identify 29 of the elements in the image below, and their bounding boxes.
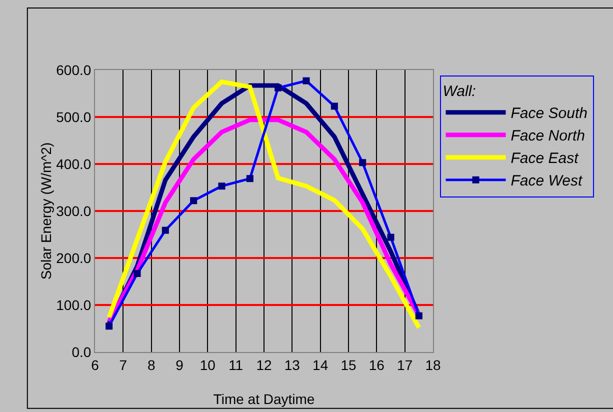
point <box>415 312 422 320</box>
x-tick-label: 8 <box>147 356 156 373</box>
x-tick-label: 13 <box>284 356 300 373</box>
y-tick-label: 400.0 <box>56 156 92 172</box>
legend-label: Face West <box>510 172 584 190</box>
x-tick-label: 11 <box>228 356 244 373</box>
legend-label: Face North <box>510 128 585 145</box>
x-tick-label: 12 <box>256 356 272 373</box>
legend-label: Face South <box>510 105 588 122</box>
y-tick-label: 600.0 <box>56 62 92 78</box>
x-tick-label: 10 <box>200 356 216 373</box>
y-tick-label: 100.0 <box>56 296 92 313</box>
x-axis-title: Time at Daytime <box>213 391 315 407</box>
x-tick-label: 14 <box>312 356 328 373</box>
x-tick-label: 6 <box>91 356 100 373</box>
x-tick-label: 17 <box>397 356 413 373</box>
x-tick-label: 15 <box>340 356 356 373</box>
y-tick-label: 500.0 <box>56 108 92 125</box>
line-series <box>106 118 422 324</box>
y-tick-label: 300.0 <box>56 202 92 219</box>
legend-title: Wall: <box>442 83 476 100</box>
y-tick-label: 200.0 <box>56 250 92 266</box>
x-tick-label: 9 <box>176 356 184 373</box>
y-tick-label: 0.0 <box>72 344 92 360</box>
x-tick-label: 7 <box>119 356 128 373</box>
legend-label: Face East <box>510 150 580 168</box>
x-tick-label: 16 <box>368 356 385 373</box>
x-tick-label: 18 <box>425 356 441 373</box>
y-axis-title: Solar Energy (W/m^2) <box>38 142 54 280</box>
